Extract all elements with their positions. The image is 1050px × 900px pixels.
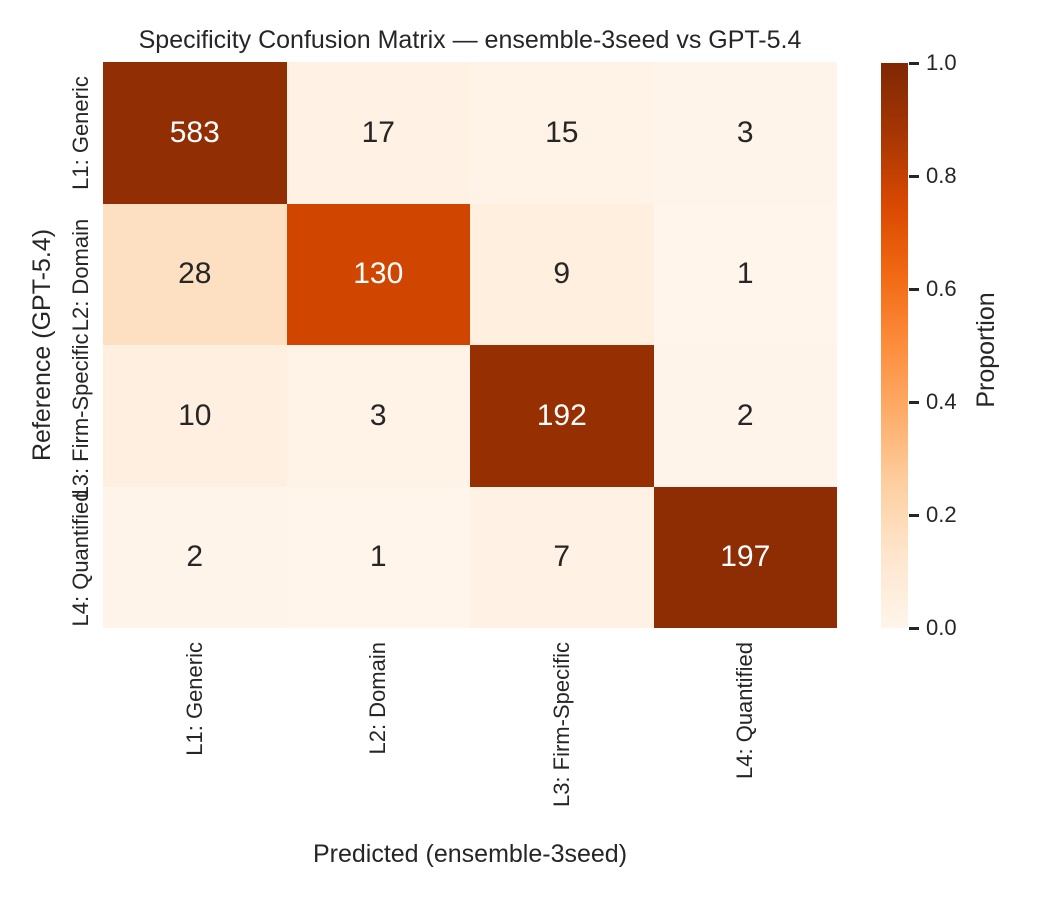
heatmap-cell-r2c1: 3 <box>286 345 470 487</box>
chart-title: Specificity Confusion Matrix — ensemble-… <box>138 26 802 54</box>
heatmap-cell-r3c0: 2 <box>103 486 287 628</box>
x-tick-label: L4: Quantified <box>732 642 758 779</box>
colorbar-tick-label: 1.0 <box>926 50 957 75</box>
colorbar-tick-mark <box>909 400 919 404</box>
colorbar-tick-mark <box>909 287 919 291</box>
heatmap-cell-r2c0: 10 <box>103 345 287 487</box>
heatmap-cell-r1c2: 9 <box>470 203 654 345</box>
colorbar-tick-label: 0.8 <box>926 163 957 188</box>
heatmap-cell-r1c1: 130 <box>286 203 470 345</box>
colorbar-tick-mark <box>909 61 919 65</box>
y-tick-label: L3: Firm-Specific <box>68 333 93 499</box>
heatmap-cell-r2c2: 192 <box>470 345 654 487</box>
x-tick-label: L3: Firm-Specific <box>548 642 574 808</box>
heatmap-cell-r2c3: 2 <box>653 345 837 487</box>
y-tick-label: L4: Quantified <box>68 489 93 626</box>
y-axis-label: Reference (GPT-5.4) <box>28 228 56 462</box>
colorbar-tick-label: 0.6 <box>926 276 957 301</box>
colorbar-gradient <box>881 63 908 628</box>
x-tick-label: L1: Generic <box>181 642 207 756</box>
heatmap-grid: 583 17 15 3 28 130 9 1 10 3 192 2 2 1 7 197 <box>103 62 837 628</box>
colorbar-tick-label: 0.2 <box>926 502 957 527</box>
heatmap-cell-r0c1: 17 <box>286 62 470 204</box>
colorbar-tick-mark <box>909 626 919 630</box>
heatmap-cell-r3c3: 197 <box>653 486 837 628</box>
colorbar-tick-mark <box>909 513 919 517</box>
y-tick-label: L1: Generic <box>68 76 93 190</box>
colorbar-label: Proportion <box>972 292 1000 408</box>
colorbar-tick-mark <box>909 174 919 178</box>
x-tick-label: L2: Domain <box>365 642 391 755</box>
heatmap-cell-r3c2: 7 <box>470 486 654 628</box>
heatmap-cell-r1c0: 28 <box>103 203 287 345</box>
y-tick-label: L2: Domain <box>68 218 93 331</box>
colorbar-tick-label: 0.4 <box>926 389 957 414</box>
heatmap-cell-r1c3: 1 <box>653 203 837 345</box>
heatmap-cell-r3c1: 1 <box>286 486 470 628</box>
x-axis-label: Predicted (ensemble-3seed) <box>312 840 628 868</box>
heatmap-cell-r0c0: 583 <box>103 62 287 204</box>
heatmap-cell-r0c3: 3 <box>653 62 837 204</box>
colorbar-tick-label: 0.0 <box>926 615 957 640</box>
heatmap-cell-r0c2: 15 <box>470 62 654 204</box>
